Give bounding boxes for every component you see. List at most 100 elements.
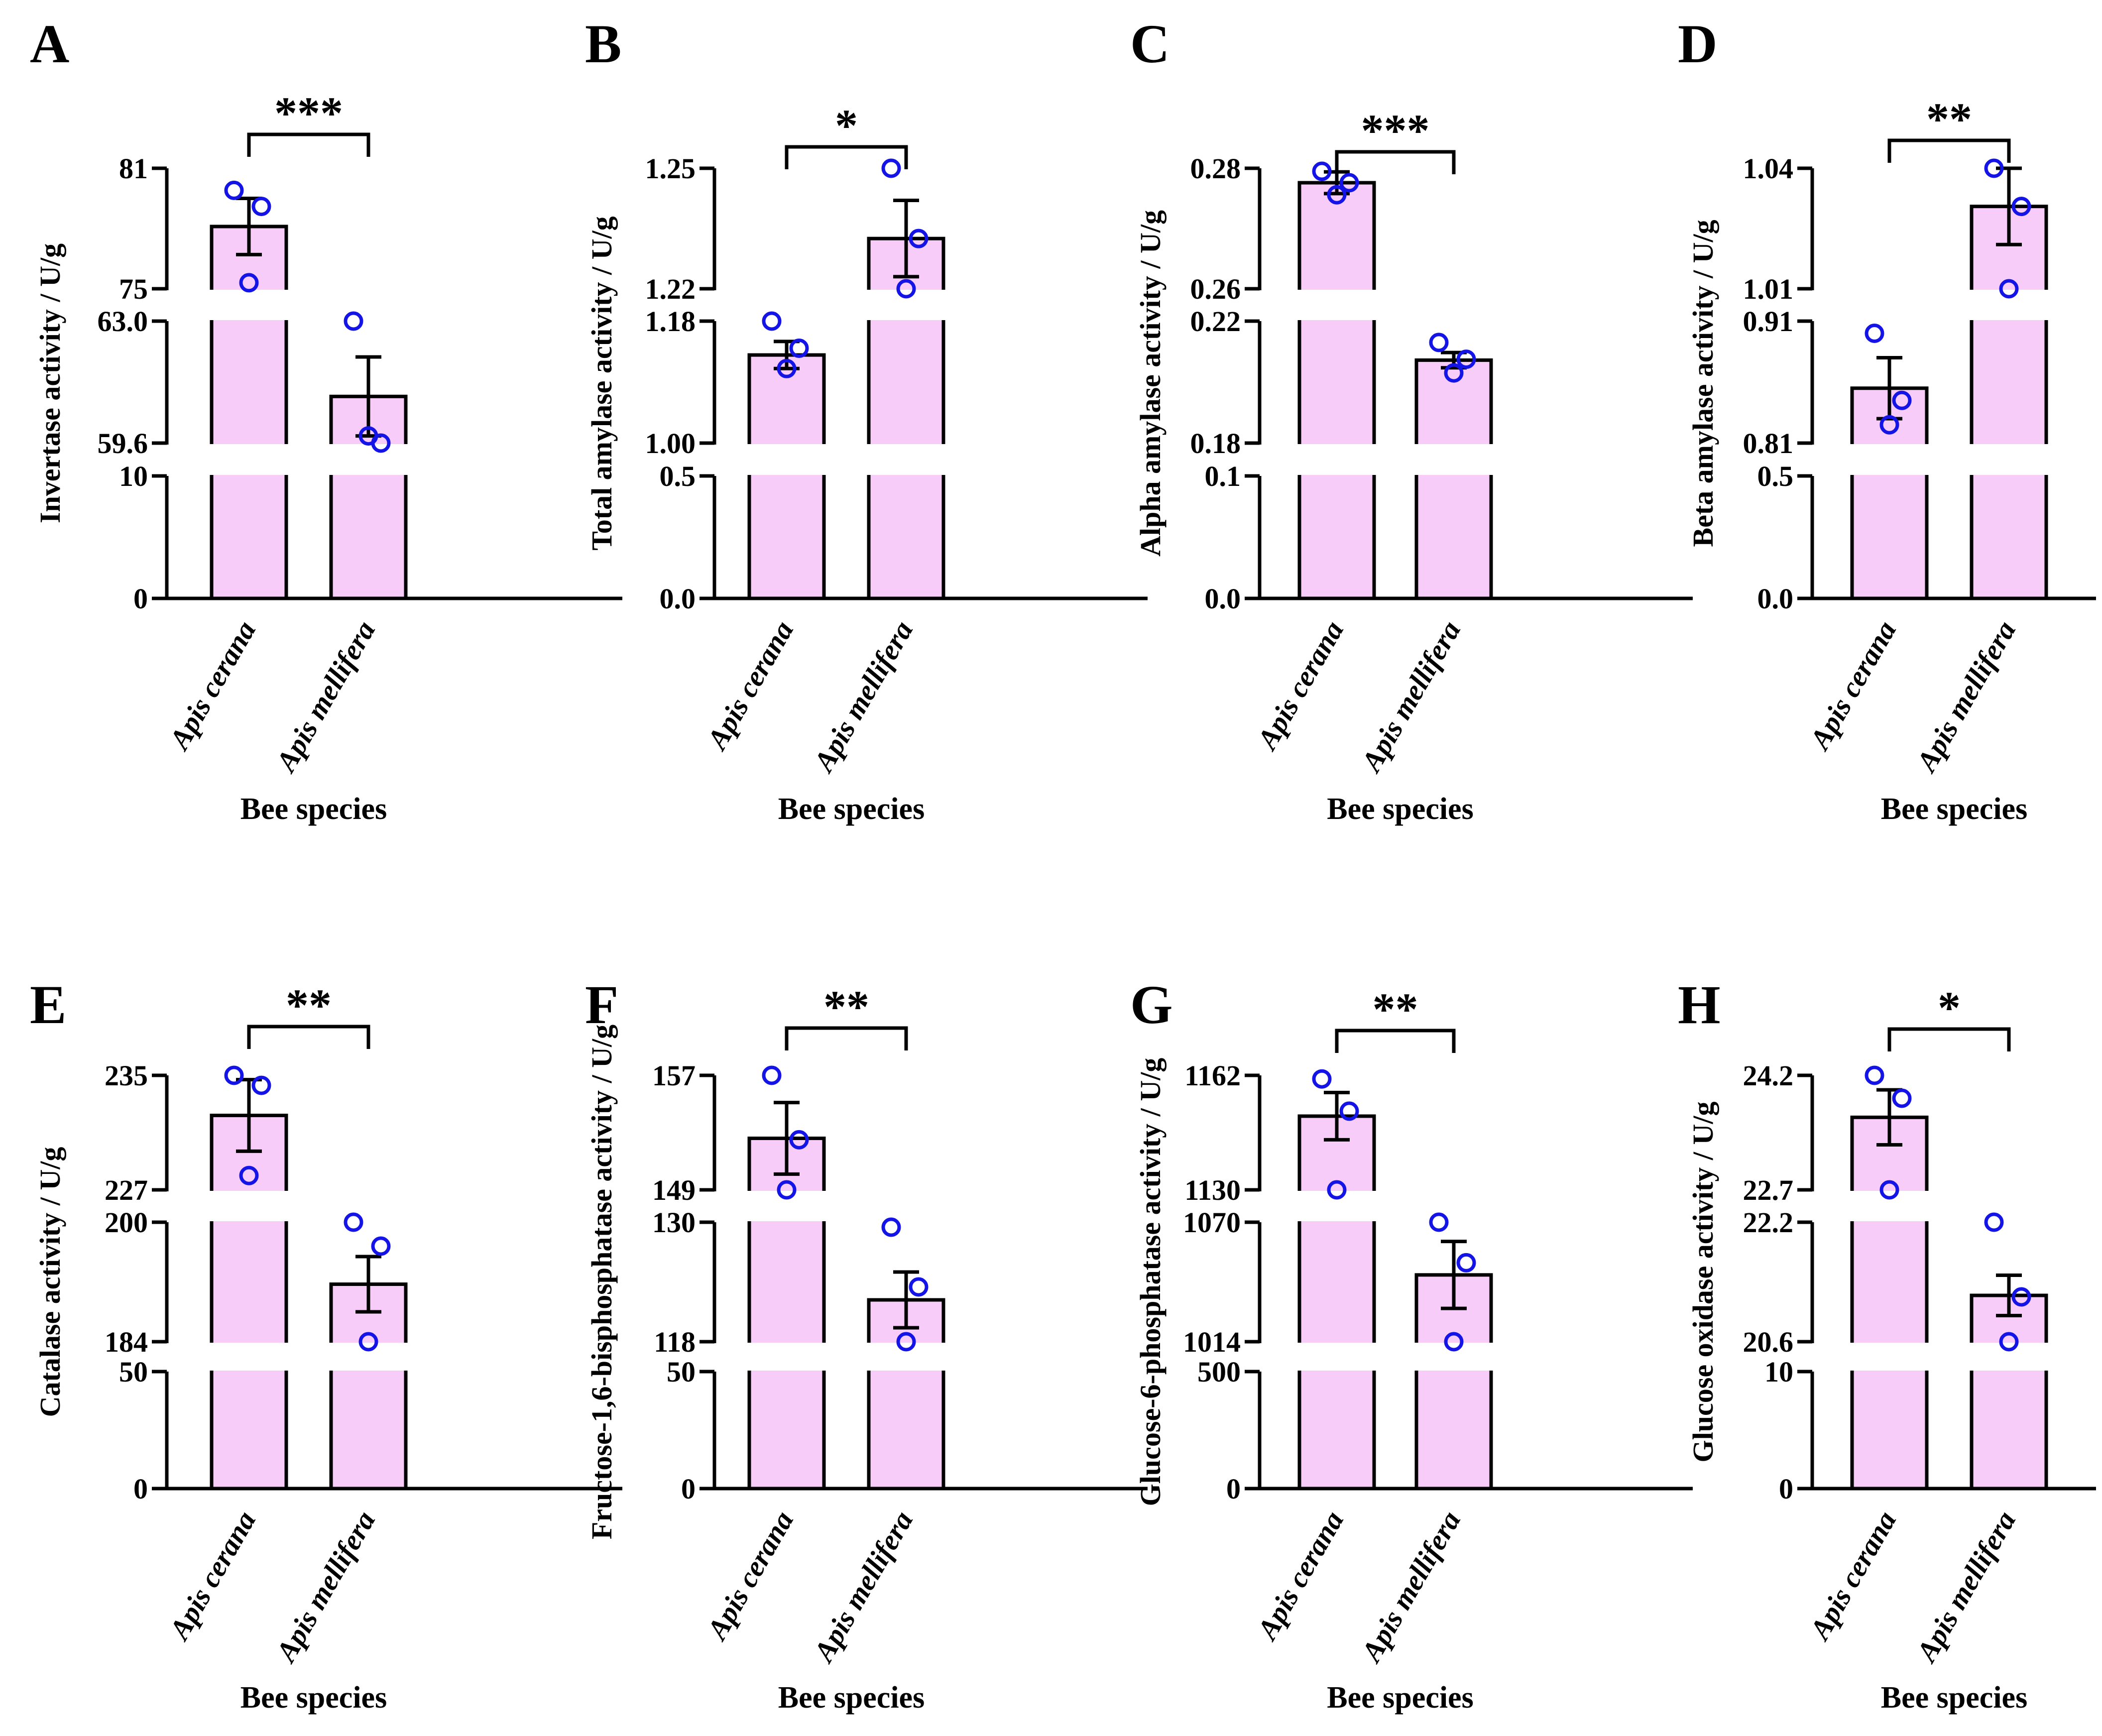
y-tick-label: 1.22	[645, 273, 696, 305]
y-tick-label: 227	[105, 1174, 148, 1206]
y-tick-label: 0	[681, 1473, 696, 1505]
data-point	[777, 1180, 797, 1200]
x-category-label: Apis cerana	[1250, 1505, 1350, 1646]
y-axis-title: Beta amylase activity / U/g	[1687, 220, 1719, 547]
y-tick-label: 149	[652, 1174, 696, 1206]
y-tick-label: 0	[1226, 1473, 1241, 1505]
y-tick-label: 1.00	[645, 427, 696, 460]
y-tick-label: 0.18	[1190, 427, 1241, 460]
data-point	[1456, 1253, 1476, 1273]
x-category-label: Apis cerana	[700, 615, 800, 756]
data-point	[1429, 1212, 1449, 1232]
bar-apis-cerana	[747, 353, 826, 600]
significance-stars: *	[835, 100, 858, 151]
axis-break-gap	[712, 444, 1146, 475]
data-point	[777, 358, 797, 378]
data-point	[239, 1165, 259, 1185]
data-point	[896, 1332, 916, 1352]
x-axis-title: Bee species	[778, 1681, 925, 1715]
x-category-label: Apis mellifera	[269, 615, 381, 778]
y-tick-label: 81	[119, 152, 148, 185]
x-category-label: Apis cerana	[1803, 1505, 1902, 1646]
significance-stars: ***	[1361, 105, 1430, 156]
data-point	[1999, 279, 2019, 299]
x-axis-title: Bee species	[778, 792, 925, 826]
axis-break-gap	[712, 1343, 1146, 1371]
y-tick-label: 500	[1197, 1356, 1241, 1388]
y-tick-label: 22.7	[1743, 1174, 1794, 1206]
data-point	[1865, 1065, 1884, 1085]
panel-letter: E	[30, 974, 66, 1035]
y-tick-label: 0.0	[1205, 582, 1241, 615]
data-point	[239, 273, 259, 293]
chart-panel-c: C 0.0 0.10.18 0.220.26 0.28 *** Apis cerana Api…	[1130, 13, 1693, 826]
y-tick-label: 0.1	[1205, 460, 1241, 492]
axis-break-gap	[1810, 444, 2094, 475]
bar-apis-cerana	[1297, 181, 1376, 600]
bar-apis-mellifera	[1970, 1293, 2048, 1491]
panel-letter: H	[1678, 974, 1721, 1035]
y-tick-label: 0.91	[1743, 305, 1794, 338]
y-axis-title: Fructose-1,6-bisphosphatase activity / U…	[585, 1025, 618, 1539]
y-tick-label: 0	[133, 1473, 148, 1505]
data-point	[896, 279, 916, 299]
bar-apis-mellifera	[1414, 358, 1493, 600]
x-category-label: Apis mellifera	[1354, 615, 1467, 778]
data-point	[358, 426, 378, 446]
y-tick-label: 10	[119, 460, 148, 492]
data-point	[909, 1277, 929, 1297]
x-category-label: Apis cerana	[1803, 615, 1902, 756]
data-point	[789, 338, 809, 358]
y-tick-label: 63.0	[98, 305, 148, 338]
significance-stars: **	[1373, 984, 1418, 1035]
data-point	[1879, 415, 1899, 435]
data-point	[881, 1217, 901, 1237]
y-tick-label: 59.6	[98, 427, 148, 460]
x-axis-title: Bee species	[1881, 792, 2027, 826]
axis-break-gap	[1810, 290, 2094, 320]
data-point	[762, 1065, 782, 1085]
data-point	[1312, 1069, 1332, 1089]
y-tick-label: 235	[105, 1059, 148, 1092]
significance-bracket	[247, 1025, 370, 1049]
data-point	[909, 229, 929, 248]
panel-letter: C	[1130, 13, 1169, 74]
y-tick-label: 0.28	[1190, 152, 1241, 185]
data-point	[1339, 173, 1359, 193]
panel-letter: B	[585, 13, 621, 74]
x-category-label: Apis cerana	[162, 615, 262, 756]
significance-stars: **	[823, 981, 869, 1032]
panel-letter: D	[1678, 13, 1717, 74]
data-point	[1444, 1332, 1464, 1352]
axis-break-gap	[1258, 1191, 1691, 1221]
x-axis-title: Bee species	[1327, 1681, 1473, 1715]
y-tick-label: 75	[119, 273, 148, 305]
y-tick-label: 0.0	[1757, 582, 1794, 615]
y-axis-title: Glucose oxidase activity / U/g	[1687, 1102, 1719, 1463]
axis-break-gap	[165, 290, 620, 320]
axis-break-gap	[1258, 444, 1691, 475]
data-point	[1984, 158, 2004, 178]
y-tick-label: 1.25	[645, 152, 696, 185]
chart-panel-b: B 0.0 0.51.00 1.181.22 1.25 * Apis cerana Apis …	[585, 13, 1148, 826]
bar-apis-cerana	[1850, 1115, 1929, 1491]
y-axis-title: Total amylase activity / U/g	[585, 216, 618, 550]
x-category-label: Apis cerana	[162, 1505, 262, 1646]
data-point	[1339, 1101, 1359, 1121]
data-point	[1999, 1332, 2019, 1352]
y-tick-label: 1.04	[1743, 152, 1794, 185]
data-point	[358, 1332, 378, 1352]
data-point	[1865, 324, 1884, 343]
chart-panel-d: D 0.0 0.50.81 0.911.01 1.04 ** Apis cerana Apis…	[1678, 13, 2096, 826]
data-point	[1327, 185, 1347, 205]
significance-stars: **	[286, 980, 332, 1031]
x-category-label: Apis mellifera	[1909, 1505, 2022, 1668]
x-category-label: Apis mellifera	[1354, 1505, 1467, 1668]
y-tick-label: 1.18	[645, 305, 696, 338]
x-axis-title: Bee species	[240, 792, 387, 826]
y-tick-label: 200	[105, 1206, 148, 1239]
significance-bracket	[247, 132, 370, 157]
y-tick-label: 50	[119, 1356, 148, 1388]
